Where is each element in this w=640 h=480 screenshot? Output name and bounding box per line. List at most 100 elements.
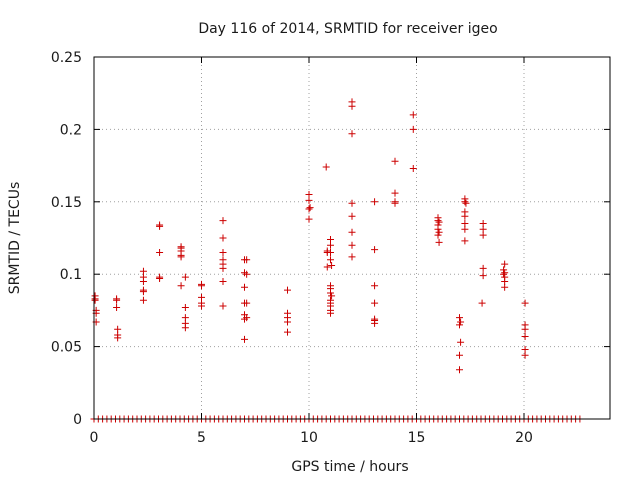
data-point	[457, 338, 465, 346]
data-point	[219, 264, 227, 272]
x-axis-label: GPS time / hours	[291, 459, 408, 475]
data-point	[91, 296, 99, 304]
y-tick-label: 0.2	[60, 122, 82, 138]
data-point	[243, 256, 251, 264]
data-point	[348, 130, 356, 138]
data-point	[305, 205, 313, 213]
data-point	[241, 335, 248, 343]
data-point	[306, 204, 314, 212]
data-point	[348, 241, 356, 249]
data-point	[219, 217, 227, 225]
data-point	[139, 277, 147, 285]
data-point	[456, 321, 463, 329]
data-point	[241, 283, 248, 291]
data-point	[391, 157, 399, 165]
data-point	[219, 277, 227, 285]
x-tick-label: 20	[515, 430, 533, 446]
data-point	[241, 299, 248, 307]
data-point	[348, 199, 356, 207]
y-axis-label: SRMTID / TECUs	[7, 182, 23, 295]
data-point	[409, 111, 417, 119]
data-point	[391, 189, 399, 197]
data-point	[156, 248, 164, 256]
data-point	[501, 283, 509, 291]
data-point	[457, 318, 465, 326]
data-point	[156, 222, 164, 230]
data-point	[434, 231, 442, 239]
x-tick-label: 5	[197, 430, 206, 446]
y-tick-label: 0.25	[51, 50, 82, 66]
data-point	[198, 302, 205, 310]
data-point	[243, 270, 251, 278]
data-point	[521, 299, 529, 307]
data-point	[323, 263, 331, 271]
data-point	[461, 198, 469, 206]
data-point	[521, 332, 529, 340]
data-point	[435, 238, 443, 246]
data-points	[90, 98, 584, 423]
x-tick-label: 15	[408, 430, 426, 446]
data-point	[328, 292, 336, 300]
data-point	[284, 318, 291, 326]
y-tick-label: 0.1	[60, 267, 82, 283]
data-point	[198, 282, 205, 290]
data-point	[479, 231, 487, 239]
data-point	[371, 198, 379, 206]
data-point	[305, 215, 313, 223]
data-point	[219, 234, 227, 242]
data-point	[327, 289, 334, 297]
data-point	[322, 163, 330, 171]
data-point	[456, 351, 463, 359]
grid	[94, 57, 610, 419]
data-point	[521, 351, 529, 359]
data-point	[348, 102, 356, 110]
data-point	[177, 253, 185, 261]
axis-ticks: 0 0.05 0.1 0.15 0.2 0.25 0 5 10 15 20	[51, 50, 610, 446]
data-point	[284, 328, 291, 336]
data-point	[348, 228, 356, 236]
data-point	[409, 125, 417, 133]
data-point	[456, 314, 463, 322]
data-point	[241, 315, 248, 323]
data-point	[521, 325, 529, 333]
data-point	[139, 288, 147, 296]
data-point	[114, 334, 122, 342]
data-point	[456, 366, 463, 374]
plot-frame	[93, 56, 611, 420]
data-point	[113, 296, 121, 304]
data-point	[391, 199, 399, 207]
data-point	[348, 253, 356, 261]
data-point	[479, 264, 487, 272]
data-point	[327, 241, 334, 249]
x-tick-label: 10	[300, 430, 318, 446]
data-point	[461, 225, 469, 233]
data-point	[328, 262, 336, 270]
data-point	[348, 212, 356, 220]
data-point	[156, 275, 164, 283]
data-point	[462, 199, 470, 207]
data-point	[409, 164, 417, 172]
y-tick-label: 0.15	[51, 195, 82, 211]
chart-title: Day 116 of 2014, SRMTID for receiver ige…	[198, 21, 497, 37]
data-point	[327, 248, 334, 256]
data-point	[461, 212, 469, 220]
data-point	[219, 248, 227, 256]
data-point	[371, 319, 379, 327]
data-point	[500, 270, 508, 278]
y-tick-label: 0	[73, 412, 82, 428]
data-point	[435, 218, 443, 226]
x-tick-label: 0	[90, 430, 99, 446]
data-point	[478, 299, 486, 307]
data-point	[181, 324, 189, 332]
data-point	[371, 246, 379, 254]
y-tick-label: 0.05	[51, 340, 82, 356]
data-point	[181, 273, 189, 281]
data-point	[177, 282, 185, 290]
data-point	[139, 296, 147, 304]
data-point	[284, 286, 291, 294]
data-point	[327, 309, 334, 317]
data-point	[181, 304, 189, 312]
data-point	[219, 302, 227, 310]
